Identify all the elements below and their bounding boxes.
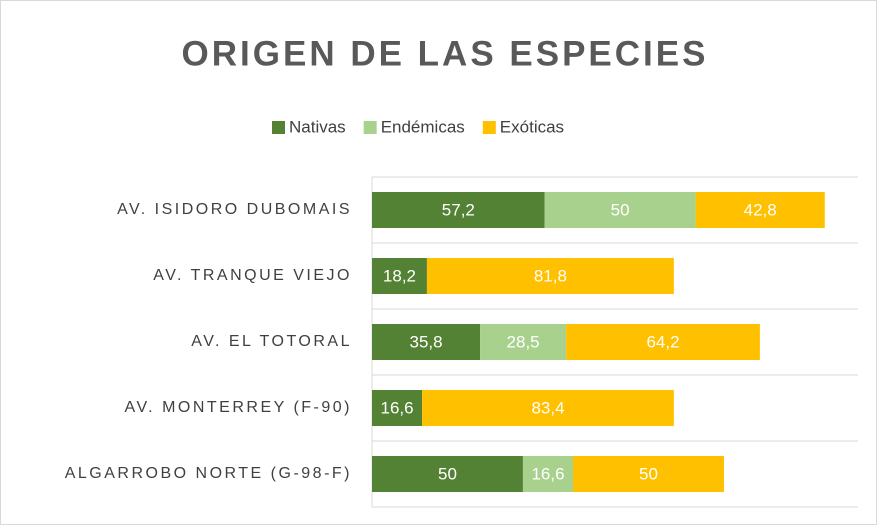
data-label: 64,2 [646,332,679,351]
data-label: 16,6 [381,398,414,417]
data-label: 57,2 [442,200,475,219]
data-label: 16,6 [531,464,564,483]
legend-swatch [272,121,285,134]
bar-segment [372,324,481,360]
bar-segment [480,324,567,360]
y-tick-label: ALGARROBO NORTE (G-98-F) [65,465,352,482]
data-label: 83,4 [531,398,564,417]
data-label: 50 [639,464,658,483]
data-label: 50 [438,464,457,483]
bar-segment [372,258,427,294]
data-label: 35,8 [409,332,442,351]
bar-segment [372,390,423,426]
bar-segment [372,192,545,228]
bar-segment [695,192,825,228]
legend-swatch [363,121,377,134]
bar-segment [566,324,760,360]
y-tick-label: AV. EL TOTORAL [191,333,352,350]
data-label: 28,5 [507,332,540,351]
legend-swatch [482,121,496,134]
data-label: 81,8 [534,266,567,285]
y-tick-label: AV. MONTERREY (F-90) [124,399,352,416]
legend-label: Exóticas [500,117,564,136]
bar-segment [522,456,574,492]
data-label: 42,8 [744,200,777,219]
bar-segment [372,456,523,492]
bar-segment [573,456,724,492]
data-label: 18,2 [383,266,416,285]
bar-segment [422,390,674,426]
legend-label: Nativas [289,117,346,136]
bar-segment [544,192,696,228]
y-tick-label: AV. TRANQUE VIEJO [153,267,352,284]
data-label: 50 [611,200,630,219]
chart-title: ORIGEN DE LAS ESPECIES [182,34,709,73]
y-tick-label: AV. ISIDORO DUBOMAIS [117,201,352,218]
legend-label: Endémicas [381,117,465,136]
bar-segment [426,258,674,294]
